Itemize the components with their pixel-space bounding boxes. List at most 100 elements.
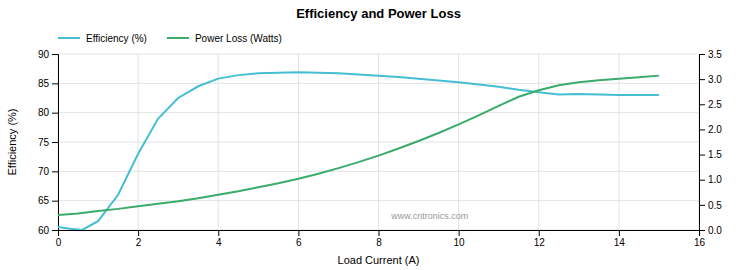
tick-label: 90 bbox=[38, 49, 50, 60]
tick-label: 2.0 bbox=[708, 124, 722, 135]
tick-label: 80 bbox=[38, 107, 50, 118]
tick: 80 bbox=[38, 107, 58, 118]
legend-item: Power Loss (Watts) bbox=[167, 33, 282, 44]
grid-line bbox=[58, 200, 699, 201]
grid-line bbox=[58, 54, 699, 55]
tick: 0.5 bbox=[699, 200, 722, 211]
tick-label: 6 bbox=[296, 237, 302, 248]
tick: 0 bbox=[56, 230, 62, 248]
tick-mark bbox=[218, 230, 219, 236]
tick: 0.0 bbox=[699, 225, 722, 236]
tick-label: 14 bbox=[614, 237, 626, 248]
tick: 3.0 bbox=[699, 74, 722, 85]
chart: 0 2 4 6 8 10 12 14 16 60 65 70 75 80 85 90 0.0 0.5 1.0 1.5 2… bbox=[0, 0, 749, 270]
tick-label: 75 bbox=[38, 137, 50, 148]
axis-line bbox=[700, 55, 706, 231]
tick-mark bbox=[699, 155, 705, 156]
tick-mark bbox=[619, 230, 620, 236]
tick-label: 65 bbox=[38, 195, 50, 206]
tick: 2.5 bbox=[699, 99, 722, 110]
tick-mark bbox=[459, 230, 460, 236]
tick-mark bbox=[699, 54, 705, 55]
tick-mark bbox=[699, 230, 705, 231]
title: Efficiency and Power Loss bbox=[296, 6, 461, 21]
tick-label: 16 bbox=[694, 237, 706, 248]
grid-line bbox=[58, 142, 699, 143]
tick-mark bbox=[52, 83, 58, 84]
tick-label: 70 bbox=[38, 166, 50, 177]
tick-label: 3.0 bbox=[708, 74, 722, 85]
tick: 12 bbox=[534, 230, 546, 248]
x-axis: 0 2 4 6 8 10 12 14 16 bbox=[56, 230, 706, 248]
tick: 14 bbox=[614, 230, 626, 248]
grid bbox=[58, 54, 699, 230]
tick: 6 bbox=[296, 230, 302, 248]
tick-label: 0 bbox=[56, 237, 62, 248]
grid-line bbox=[58, 112, 699, 113]
tick: 3.5 bbox=[699, 49, 722, 60]
tick-label: 3.5 bbox=[708, 49, 722, 60]
tick: 16 bbox=[694, 230, 706, 248]
legend-label: Power Loss (Watts) bbox=[195, 33, 282, 44]
series-line bbox=[58, 76, 659, 215]
legend-label: Efficiency (%) bbox=[86, 33, 147, 44]
tick-mark bbox=[138, 230, 139, 236]
x-axis-title: Load Current (A) bbox=[338, 254, 420, 266]
series-group bbox=[58, 72, 659, 230]
y-axis: 60 65 70 75 80 85 90 bbox=[38, 49, 59, 236]
tick: 1.5 bbox=[699, 149, 722, 160]
grid-line bbox=[58, 83, 699, 84]
tick-mark bbox=[52, 142, 58, 143]
tick-mark bbox=[52, 230, 58, 231]
plot-area: 0 2 4 6 8 10 12 14 16 60 65 70 75 80 85 90 0.0 0.5 1.0 1.5 2… bbox=[38, 49, 722, 248]
tick-mark bbox=[539, 230, 540, 236]
tick: 75 bbox=[38, 137, 58, 148]
y2-axis: 0.0 0.5 1.0 1.5 2.0 2.5 3.0 3.5 bbox=[699, 49, 722, 236]
legend-swatch bbox=[58, 37, 80, 39]
y-axis-title: Efficiency (%) bbox=[6, 108, 18, 175]
tick-mark bbox=[52, 113, 58, 114]
tick: 65 bbox=[38, 195, 58, 206]
tick-mark bbox=[52, 171, 58, 172]
tick-label: 8 bbox=[376, 237, 382, 248]
legend: Efficiency (%) Power Loss (Watts) bbox=[58, 33, 282, 44]
tick-label: 0.5 bbox=[708, 200, 722, 211]
watermark: www.cntronics.com bbox=[390, 211, 468, 221]
tick: 85 bbox=[38, 78, 58, 89]
tick: 90 bbox=[38, 49, 58, 60]
tick: 4 bbox=[216, 230, 222, 248]
tick-label: 4 bbox=[216, 237, 222, 248]
tick-label: 85 bbox=[38, 78, 50, 89]
grid-line bbox=[58, 171, 699, 172]
tick: 2.0 bbox=[699, 124, 722, 135]
texts: Efficiency and Power Loss Load Current (A… bbox=[6, 6, 468, 266]
tick-label: 60 bbox=[38, 225, 50, 236]
tick: 8 bbox=[376, 230, 382, 248]
tick-mark bbox=[52, 201, 58, 202]
tick-label: 1.5 bbox=[708, 149, 722, 160]
series-line bbox=[58, 72, 659, 230]
tick-label: 12 bbox=[534, 237, 546, 248]
tick-mark bbox=[699, 180, 705, 181]
tick-label: 2.5 bbox=[708, 99, 722, 110]
axis-line bbox=[52, 55, 59, 231]
tick-mark bbox=[379, 230, 380, 236]
tick: 2 bbox=[136, 230, 142, 248]
tick-mark bbox=[699, 79, 705, 80]
tick-mark bbox=[699, 104, 705, 105]
tick: 60 bbox=[38, 225, 58, 236]
tick-mark bbox=[699, 205, 705, 206]
tick-mark bbox=[699, 129, 705, 130]
tick-mark bbox=[52, 54, 58, 55]
legend-swatch bbox=[167, 37, 189, 39]
legend-item: Efficiency (%) bbox=[58, 33, 147, 44]
tick: 1.0 bbox=[699, 174, 722, 185]
tick-label: 10 bbox=[454, 237, 466, 248]
tick: 70 bbox=[38, 166, 58, 177]
tick: 10 bbox=[454, 230, 466, 248]
tick-label: 1.0 bbox=[708, 174, 722, 185]
axis-line bbox=[59, 231, 700, 237]
tick-label: 2 bbox=[136, 237, 142, 248]
tick-mark bbox=[298, 230, 299, 236]
tick-label: 0.0 bbox=[708, 225, 722, 236]
